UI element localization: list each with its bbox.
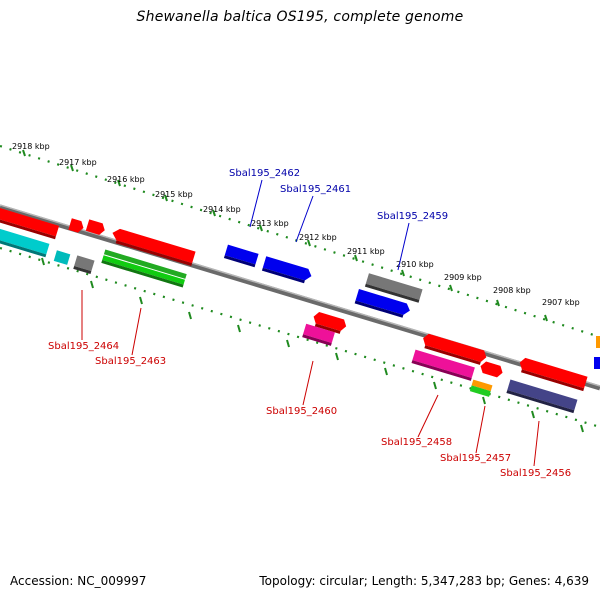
gene-magenta-2460 — [303, 323, 335, 343]
gene-blue-2459 — [355, 288, 410, 315]
gene-label-2457: Sbal195_2457 — [440, 453, 511, 464]
kbp-labels: 2918 kbp 2917 kbp 2916 kbp 2915 kbp 2914… — [12, 142, 580, 307]
gene-cyan — [0, 224, 50, 255]
upper-ruler — [0, 144, 600, 339]
gene-features — [0, 205, 600, 414]
gene-cyan-small — [53, 250, 71, 265]
gene-red-left — [0, 205, 60, 237]
kbp-label: 2917 kbp — [59, 158, 97, 167]
top-gene-labels: Sbal195_2462 Sbal195_2461 Sbal195_2459 — [229, 168, 448, 271]
gene-label-2461: Sbal195_2461 — [280, 184, 351, 195]
gene-blue-2461 — [262, 256, 312, 281]
gene-gray-2459 — [365, 273, 423, 300]
gene-blue-2462 — [224, 244, 259, 265]
gene-label-2456: Sbal195_2456 — [500, 468, 571, 479]
gene-red-2457 — [480, 361, 503, 378]
kbp-label: 2910 kbp — [396, 260, 434, 269]
gene-orange-2457 — [471, 379, 493, 392]
gene-orange-edge — [596, 336, 600, 348]
gene-label-2460: Sbal195_2460 — [266, 406, 337, 417]
genome-title: Shewanella baltica OS195, complete genom… — [136, 9, 464, 25]
kbp-label: 2911 kbp — [347, 247, 385, 256]
gene-green-2463 — [103, 249, 187, 279]
kbp-label: 2909 kbp — [444, 273, 482, 282]
gene-navy-2456 — [507, 379, 578, 411]
gene-red-2458 — [423, 333, 487, 362]
gene-red-2464 — [112, 228, 196, 264]
kbp-label: 2907 kbp — [542, 298, 580, 307]
gene-magenta-2458 — [412, 349, 475, 379]
genome-backbone — [0, 204, 600, 391]
gene-label-2459: Sbal195_2459 — [377, 211, 448, 222]
gene-red-small-2 — [85, 219, 105, 235]
genome-summary-text: Topology: circular; Length: 5,347,283 bp… — [259, 574, 589, 588]
gene-label-2458: Sbal195_2458 — [381, 437, 452, 448]
kbp-label: 2908 kbp — [493, 286, 531, 295]
lower-ruler — [0, 246, 600, 433]
gene-label-2464: Sbal195_2464 — [48, 341, 119, 352]
gene-red-small-1 — [68, 218, 84, 233]
kbp-label: 2914 kbp — [203, 205, 241, 214]
gene-label-2463: Sbal195_2463 — [95, 356, 166, 367]
gene-label-2462: Sbal195_2462 — [229, 168, 300, 179]
kbp-label: 2912 kbp — [299, 233, 337, 242]
gene-green-2457 — [469, 385, 491, 397]
gene-blue-edge — [594, 357, 600, 369]
kbp-label: 2915 kbp — [155, 190, 193, 199]
kbp-label: 2913 kbp — [251, 219, 289, 228]
kbp-label: 2918 kbp — [12, 142, 50, 151]
gene-red-2460 — [313, 311, 347, 331]
kbp-label: 2916 kbp — [107, 175, 145, 184]
bottom-gene-labels: Sbal195_2464 Sbal195_2463 Sbal195_2460 S… — [48, 290, 571, 479]
gene-red-2456 — [519, 357, 588, 389]
gene-gray-small — [74, 255, 95, 272]
accession-text: Accession: NC_009997 — [10, 574, 147, 588]
